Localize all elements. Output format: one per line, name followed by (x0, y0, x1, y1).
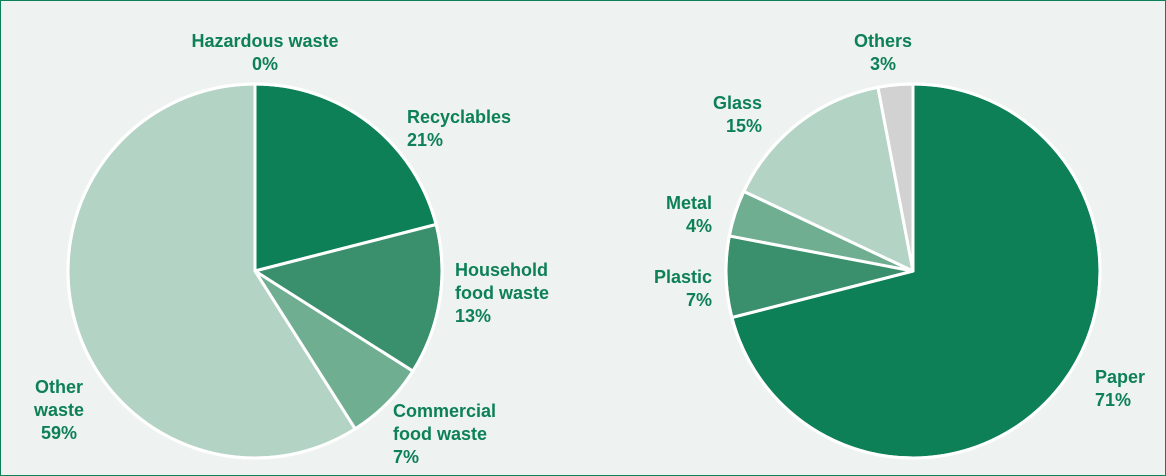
label-name: Recyclables (407, 107, 511, 127)
label-hazardous-waste: Hazardous waste 0% (191, 31, 338, 74)
pie-chart-1: Hazardous waste 0% Recyclables 21% Household… (33, 31, 549, 467)
label-name: Plastic (654, 267, 712, 287)
label-percent: 71% (1095, 390, 1131, 410)
label-metal: Metal 4% (666, 193, 712, 236)
pie-outline (66, 82, 444, 460)
label-percent: 21% (407, 130, 443, 150)
label-percent: 15% (726, 116, 762, 136)
label-name: Paper (1095, 367, 1145, 387)
label-name: Metal (666, 193, 712, 213)
label-glass: Glass 15% (713, 93, 762, 136)
label-percent: 59% (41, 423, 77, 443)
label-name: Others (854, 31, 912, 51)
label-plastic: Plastic 7% (654, 267, 712, 310)
label-others: Others 3% (854, 31, 912, 74)
label-name: Commercial (393, 401, 496, 421)
label-commercial-food-waste: Commercial food waste 7% (393, 401, 496, 467)
pie-chart-2: Paper 71% Plastic 7% Metal 4% Glass 15% Others 3% (654, 31, 1145, 460)
label-name: food waste (455, 283, 549, 303)
label-household-food-waste: Household food waste 13% (455, 260, 549, 326)
label-name: Household (455, 260, 548, 280)
label-name: Other (35, 377, 83, 397)
label-percent: 7% (686, 290, 712, 310)
pie-outline (724, 82, 1102, 460)
label-name: Hazardous waste (191, 31, 338, 51)
label-percent: 13% (455, 306, 491, 326)
label-name: food waste (393, 424, 487, 444)
label-percent: 7% (393, 447, 419, 467)
label-percent: 3% (870, 54, 896, 74)
label-paper: Paper 71% (1095, 367, 1145, 410)
label-percent: 4% (686, 216, 712, 236)
label-name: Glass (713, 93, 762, 113)
label-recyclables: Recyclables 21% (407, 107, 511, 150)
label-other-waste: Other waste 59% (33, 377, 84, 443)
label-percent: 0% (252, 54, 278, 74)
label-name: waste (33, 400, 84, 420)
